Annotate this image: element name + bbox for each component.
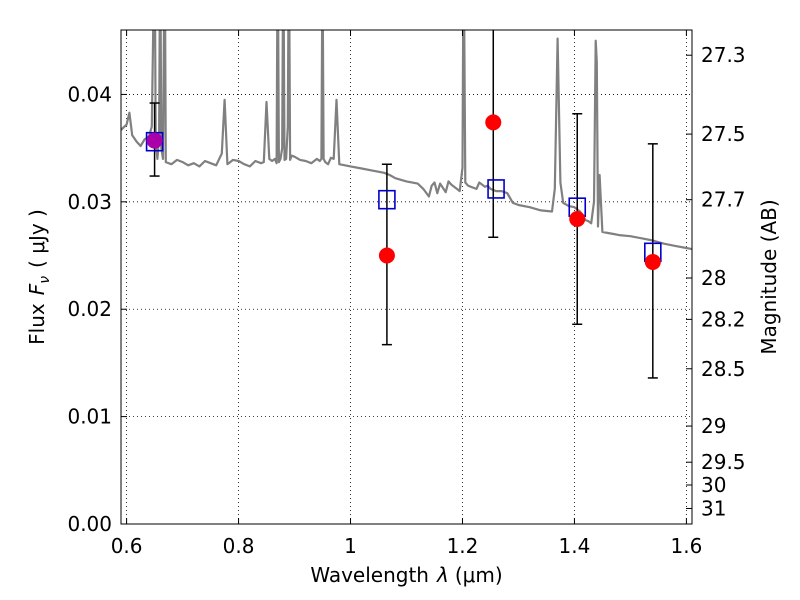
observed-point bbox=[378, 247, 395, 264]
x-tick-label: 1.6 bbox=[670, 534, 702, 558]
y2-axis-label: Magnitude (AB) bbox=[757, 199, 781, 354]
y-tick-label: 0.02 bbox=[67, 297, 112, 321]
y2-tick-label: 28.5 bbox=[701, 357, 746, 381]
y2-tick-label: 27.5 bbox=[701, 122, 746, 146]
x-axis-label-prefix: Wavelength bbox=[310, 563, 429, 587]
plot-frame bbox=[120, 29, 693, 525]
x-tick-label: 0.8 bbox=[223, 534, 255, 558]
y2-tick-label: 27.7 bbox=[701, 188, 746, 212]
y-tick-label: 0.00 bbox=[67, 512, 112, 536]
y-axis-label-unit: ( μJy ) bbox=[25, 209, 49, 268]
y2-tick-label: 31 bbox=[701, 496, 726, 520]
observed-point bbox=[146, 132, 163, 149]
x-tick-label: 0.6 bbox=[111, 534, 143, 558]
x-axis-label: Wavelength λ (μm) bbox=[310, 563, 502, 587]
y-axis-label-symbol: F bbox=[25, 283, 49, 295]
spectrum-line bbox=[121, 30, 692, 251]
observed-point bbox=[569, 211, 586, 228]
y-tick-label: 0.04 bbox=[67, 82, 112, 106]
y2-tick-label: 29 bbox=[701, 414, 726, 438]
x-tick-label: 1.2 bbox=[447, 534, 479, 558]
y-tick-label: 0.03 bbox=[67, 190, 112, 214]
spectrum-layer bbox=[121, 30, 692, 251]
model-point bbox=[487, 179, 505, 199]
model-points-layer bbox=[145, 131, 662, 263]
y-axis-label-prefix: Flux bbox=[25, 303, 49, 345]
observed-point bbox=[644, 253, 661, 270]
x-axis-label-symbol: λ bbox=[436, 563, 449, 587]
observed-point bbox=[485, 114, 502, 131]
x-axis-label-unit: (μm) bbox=[455, 563, 503, 587]
model-point bbox=[378, 189, 396, 210]
y2-tick-label: 28 bbox=[701, 266, 726, 290]
y2-tick-label: 28.2 bbox=[701, 307, 746, 331]
y2-tick-label: 30 bbox=[701, 473, 726, 497]
y2-tick-label: 29.5 bbox=[701, 450, 746, 474]
observed-points-layer bbox=[146, 114, 661, 270]
y-axis-label-subscript: ν bbox=[37, 276, 53, 284]
y-tick-label: 0.01 bbox=[67, 405, 112, 429]
errorbar bbox=[488, 30, 499, 239]
grid-layer bbox=[121, 30, 692, 524]
errorbar-layer bbox=[149, 30, 658, 379]
y2-tick-label: 27.3 bbox=[701, 43, 746, 67]
y-axis-label: Flux Fν ( μJy ) bbox=[25, 209, 53, 345]
tick-layer: 0.6 0.8 1 1.2 1.4 1.6 0.00 0.01 0.02 0.03 0.04 27.3… bbox=[67, 30, 746, 558]
x-tick-label: 1.4 bbox=[559, 534, 591, 558]
x-tick-label: 1 bbox=[344, 534, 357, 558]
